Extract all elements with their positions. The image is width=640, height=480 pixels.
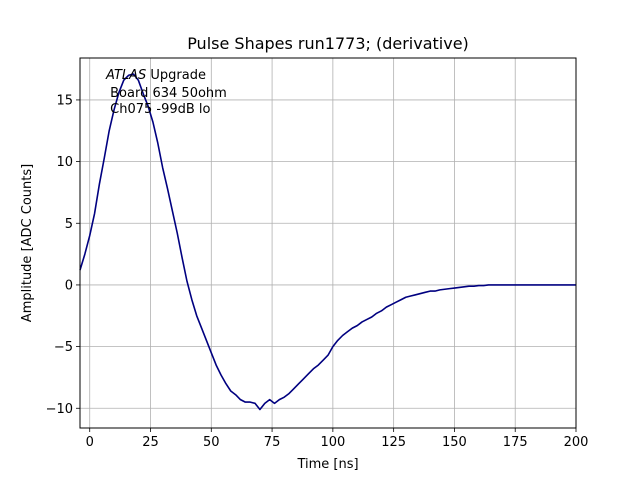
x-tick-label: 150 bbox=[442, 435, 467, 450]
y-tick-label: −10 bbox=[46, 402, 73, 417]
y-tick-label: 10 bbox=[56, 155, 73, 170]
plot-frame bbox=[79, 57, 577, 429]
x-tick-label: 125 bbox=[381, 435, 406, 450]
x-axis-label: Time [ns] bbox=[296, 457, 358, 472]
x-tick-label: 175 bbox=[503, 435, 528, 450]
x-tick-label: 0 bbox=[86, 435, 94, 450]
chart-title: Pulse Shapes run1773; (derivative) bbox=[187, 34, 469, 53]
y-axis: −10 −5 0 5 10 15 bbox=[46, 93, 80, 417]
annotation-line-1: ATLAS Upgrade bbox=[105, 68, 206, 83]
series-line-derivative bbox=[79, 73, 576, 411]
annotation-atlas: ATLAS bbox=[105, 68, 146, 83]
x-axis: 0 25 50 75 100 125 150 175 200 bbox=[86, 428, 589, 450]
annotation-line-2: Board 634 50ohm bbox=[106, 86, 227, 101]
x-tick-label: 200 bbox=[564, 435, 589, 450]
y-tick-label: 5 bbox=[65, 217, 73, 232]
x-tick-label: 50 bbox=[203, 435, 220, 450]
annotation-upgrade: Upgrade bbox=[146, 68, 206, 83]
y-tick-label: 15 bbox=[56, 93, 73, 108]
x-tick-label: 25 bbox=[142, 435, 159, 450]
y-axis-label: Amplitude [ADC Counts] bbox=[20, 164, 35, 322]
series-layer bbox=[79, 73, 576, 411]
x-tick-label: 75 bbox=[264, 435, 281, 450]
grid bbox=[80, 58, 577, 428]
y-tick-label: −5 bbox=[54, 340, 73, 355]
annotation: ATLAS Upgrade Board 634 50ohm Ch075 -99d… bbox=[105, 68, 227, 117]
y-tick-label: 0 bbox=[65, 278, 73, 293]
x-tick-label: 100 bbox=[320, 435, 345, 450]
annotation-line-3: Ch075 -99dB lo bbox=[106, 102, 211, 117]
